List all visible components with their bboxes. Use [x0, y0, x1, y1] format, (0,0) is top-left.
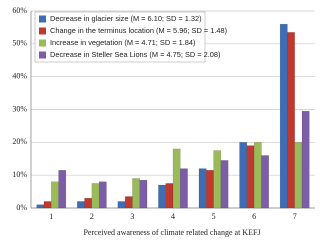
legend-label: Increase in vegetation (M = 4.71; SD = 1…	[50, 38, 195, 47]
bar	[51, 181, 59, 209]
bar	[253, 142, 262, 209]
bar	[98, 181, 107, 209]
y-tick-label: 10%	[12, 170, 27, 179]
bar	[43, 201, 52, 209]
legend-label: Decrease in Steller Sea Lions (M = 4.75;…	[50, 50, 220, 59]
bar	[158, 184, 166, 209]
bar	[77, 201, 85, 209]
bar	[132, 178, 140, 209]
x-tick-label: 2	[90, 212, 94, 221]
bar	[220, 160, 229, 209]
bar	[213, 150, 222, 209]
bar	[172, 148, 181, 209]
y-tick-label: 30%	[12, 104, 27, 113]
bar	[246, 145, 255, 209]
legend-box	[34, 11, 206, 63]
bar	[206, 170, 214, 209]
y-tick-label: 40%	[12, 71, 27, 80]
y-tick-label: 50%	[12, 39, 27, 48]
bar	[117, 201, 126, 209]
bar	[279, 23, 288, 209]
y-tick-label: 0%	[16, 203, 27, 212]
bar	[239, 142, 248, 209]
bar	[198, 168, 207, 209]
x-tick-label: 3	[130, 212, 134, 221]
bar	[165, 183, 174, 209]
legend-swatch	[39, 39, 46, 47]
bar	[294, 142, 303, 209]
x-tick-label: 5	[212, 212, 216, 221]
bar	[58, 170, 67, 209]
x-tick-label: 7	[293, 212, 297, 221]
legend-label: Decrease in glacier size (M = 6.10; SD =…	[50, 14, 202, 23]
bar	[139, 179, 148, 209]
legend-label: Change in the terminus location (M = 5.9…	[50, 26, 227, 35]
bar	[287, 32, 295, 209]
bar	[261, 155, 269, 209]
bar	[36, 204, 45, 209]
bar	[84, 197, 93, 209]
x-tick-label: 6	[252, 212, 256, 221]
y-tick-label: 60%	[12, 6, 27, 15]
legend-swatch	[39, 51, 46, 59]
bar	[91, 183, 100, 209]
y-tick-label: 20%	[12, 137, 27, 146]
bar	[124, 196, 133, 209]
x-tick-label: 1	[49, 212, 53, 221]
legend-swatch	[39, 15, 46, 23]
legend: Decrease in glacier size (M = 6.10; SD =…	[34, 11, 227, 63]
x-axis-title: Perceived awareness of climate related c…	[83, 228, 260, 237]
bar	[180, 168, 188, 209]
legend-swatch	[39, 27, 46, 35]
x-tick-label: 4	[171, 212, 175, 221]
bar	[301, 110, 310, 209]
